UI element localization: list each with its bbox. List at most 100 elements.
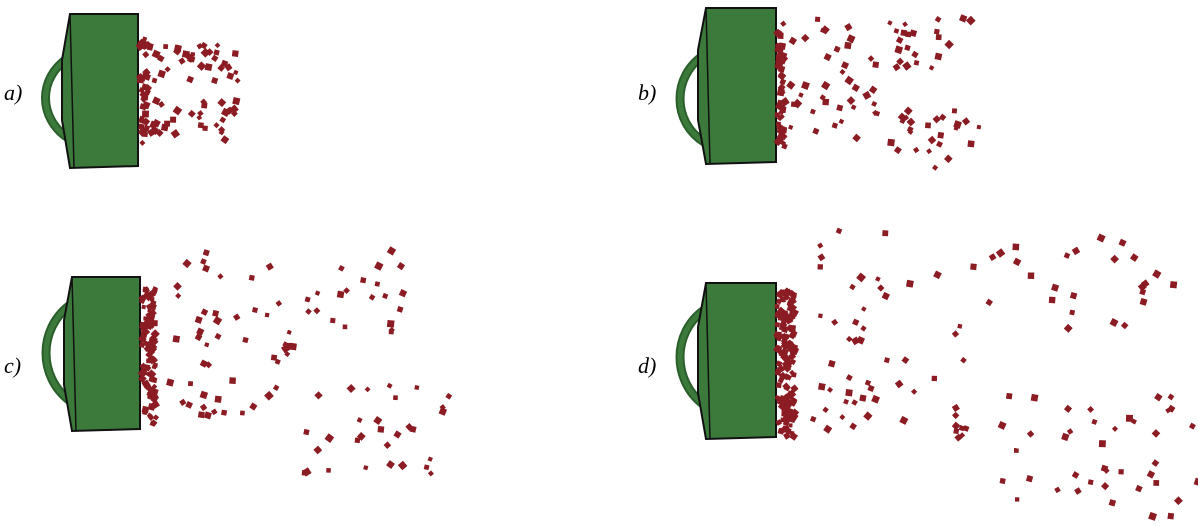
particle-c-150: [199, 359, 208, 368]
particle-d-153: [1169, 281, 1178, 289]
particle-c-117: [202, 249, 210, 257]
particle-d-189: [960, 356, 967, 364]
particle-d-250: [1111, 425, 1119, 432]
particle-d-168: [1063, 252, 1071, 259]
particle-a-61: [200, 47, 211, 58]
particle-d-251: [1087, 405, 1095, 413]
particle-b-75: [933, 28, 940, 35]
particle-d-169: [905, 279, 914, 288]
particle-d-159: [1118, 238, 1127, 247]
particle-c-10: [145, 371, 152, 377]
particle-b-50: [776, 51, 783, 58]
particle-b-130: [932, 115, 941, 124]
particle-b-33: [780, 20, 787, 27]
panel-a-figure: [41, 13, 241, 170]
particle-a-34: [142, 118, 149, 126]
particle-d-165: [970, 263, 977, 271]
particle-c-133: [210, 408, 218, 416]
particle-b-135: [925, 122, 931, 129]
particle-a-46: [196, 61, 207, 71]
particle-a-45: [231, 50, 239, 58]
particle-c-183: [386, 382, 393, 389]
particle-b-51: [775, 123, 785, 132]
particle-b-120: [944, 154, 953, 164]
particle-a-37: [138, 126, 148, 136]
particle-a-13: [138, 87, 145, 94]
particle-d-75: [780, 339, 789, 348]
handle: [41, 54, 71, 142]
particle-d-152: [817, 313, 823, 319]
particle-d-237: [1151, 459, 1160, 467]
particle-d-255: [1005, 392, 1013, 400]
particle-a-74: [188, 55, 196, 63]
particle-d-177: [882, 230, 889, 237]
particle-c-130: [197, 411, 205, 419]
panel-c: c): [0, 225, 600, 526]
particle-d-128: [782, 405, 788, 411]
particle-d-219: [839, 414, 846, 421]
particle-d-170: [985, 298, 993, 307]
particle-a-71: [148, 42, 154, 49]
particle-d-156: [856, 272, 867, 283]
panel-label-d: d): [638, 353, 657, 378]
particle-c-189: [302, 467, 312, 477]
particle-c-83: [137, 368, 148, 379]
particle-b-133: [936, 140, 943, 148]
particle-b-55: [814, 16, 821, 22]
particle-d-229: [1063, 404, 1073, 413]
particle-a-35: [143, 73, 151, 81]
particle-a-19: [143, 83, 153, 93]
particle-d-123: [774, 331, 782, 339]
particle-b-114: [874, 110, 881, 117]
particle-b-67: [844, 22, 853, 32]
particle-d-183: [817, 242, 824, 249]
particle-c-90: [368, 293, 376, 301]
particle-b-110: [798, 92, 804, 98]
particle-d-163: [1063, 323, 1073, 333]
particle-d-119: [780, 333, 786, 339]
particle-d-193: [951, 403, 960, 412]
particle-a-48: [151, 77, 158, 84]
particle-c-53: [150, 329, 160, 339]
particle-c-101: [360, 277, 367, 284]
particle-c-132: [185, 401, 193, 409]
particle-c-58: [139, 362, 147, 371]
particle-c-107: [374, 261, 384, 271]
particle-b-128: [967, 140, 975, 148]
particle-c-123: [314, 290, 321, 296]
particle-b-53: [778, 113, 785, 120]
particle-c-89: [141, 409, 148, 416]
particle-d-164: [1027, 272, 1035, 279]
particle-d-235: [1098, 440, 1106, 448]
particle-c-109: [265, 262, 274, 271]
particle-c-160: [386, 460, 395, 469]
panel-b: b): [620, 0, 1198, 215]
particle-c-76: [141, 304, 147, 310]
particle-a-16: [142, 51, 150, 59]
particle-b-66: [823, 52, 832, 62]
particle-a-81: [219, 116, 227, 124]
particle-d-143: [1109, 318, 1119, 327]
particle-d-202: [845, 389, 853, 397]
particle-b-95: [821, 80, 831, 91]
particle-a-67: [214, 42, 221, 49]
particle-b-56: [934, 52, 943, 61]
particle-d-61: [775, 360, 783, 368]
particle-d-154: [881, 291, 890, 301]
particle-c-81: [147, 289, 157, 299]
particle-c-131: [172, 335, 181, 343]
particle-d-149: [1137, 282, 1147, 292]
particle-c-85: [147, 413, 155, 421]
particle-b-89: [833, 45, 841, 53]
particle-c-158: [274, 358, 281, 365]
particle-d-197: [826, 386, 834, 393]
particle-c-86: [139, 321, 147, 330]
particle-d-254: [999, 477, 1006, 485]
particle-a-64: [234, 77, 241, 84]
particle-a-63: [196, 43, 203, 50]
particle-d-182: [861, 306, 867, 312]
particle-a-30: [136, 73, 145, 82]
particle-b-44: [774, 42, 781, 49]
particle-d-171: [849, 283, 856, 291]
particle-a-66: [213, 49, 220, 56]
